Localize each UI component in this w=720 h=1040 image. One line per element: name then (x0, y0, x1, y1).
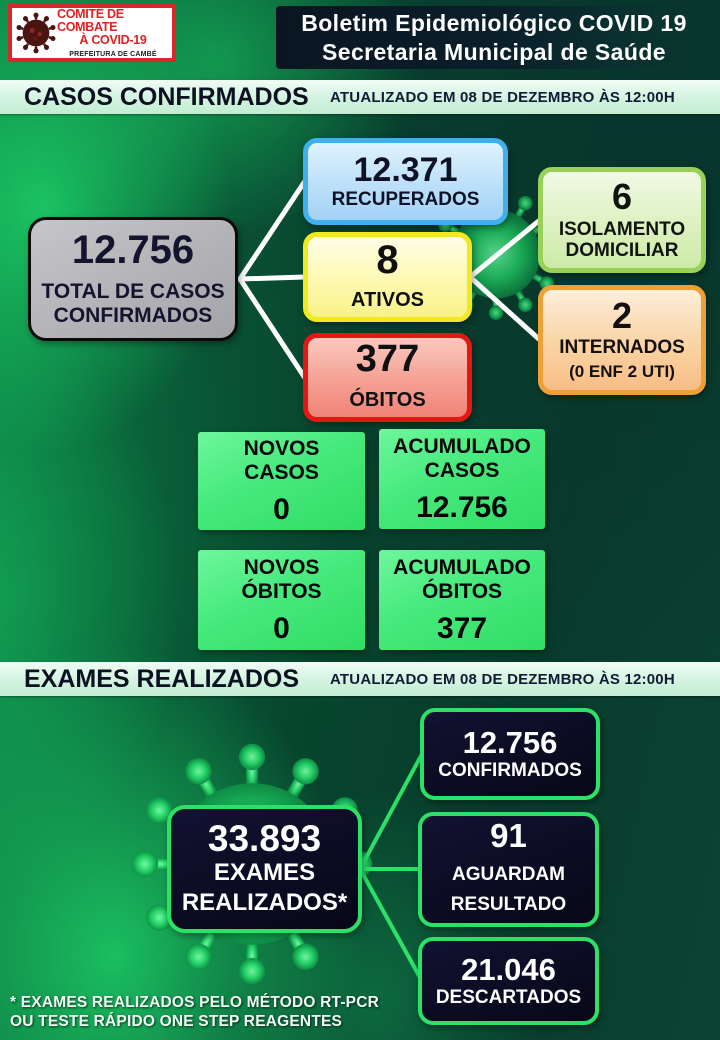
total-cases-card: 12.756 TOTAL DE CASOS CONFIRMADOS (28, 217, 238, 341)
accumulated-cases-value: 12.756 (416, 490, 508, 524)
accumulated-deaths-value: 377 (436, 611, 488, 645)
exams-awaiting-label-line1: AGUARDAM (452, 863, 565, 885)
exams-discarded-card: 21.046 DESCARTADOS (418, 937, 599, 1025)
deaths-label: ÓBITOS (349, 388, 426, 411)
accumulated-deaths-label-line2: ÓBITOS (421, 580, 503, 603)
total-cases-label-line2: CONFIRMADOS (53, 304, 213, 327)
exams-total-label-line2: REALIZADOS* (181, 889, 348, 917)
active-label: ATIVOS (351, 288, 424, 311)
new-deaths-label-line1: NOVOS (243, 556, 320, 580)
home-isolation-label-line1: ISOLAMENTO (558, 218, 686, 240)
exams-section-header: EXAMES REALIZADOS ATUALIZADO EM 08 DE DE… (0, 662, 720, 696)
cases-updated-timestamp: ATUALIZADO EM 08 DE DEZEMBRO ÀS 12:00H (330, 88, 675, 106)
committee-logo: COMITÊ DE COMBATE À COVID-19 PREFEITURA … (8, 4, 176, 62)
new-deaths-card: NOVOS ÓBITOS 0 (198, 550, 365, 650)
new-cases-label-line1: NOVOS (243, 437, 320, 461)
home-isolation-label-line2: DOMICILIAR (565, 240, 679, 261)
accumulated-deaths-card: ACUMULADO ÓBITOS 377 (379, 550, 545, 650)
new-cases-card: NOVOS CASOS 0 (198, 432, 365, 530)
hospitalized-detail: (0 ENF 2 UTI) (569, 362, 675, 382)
exams-footnote-line2: OU TESTE RÁPIDO ONE STEP REAGENTES (10, 1012, 343, 1030)
logo-committee-line1: COMITÊ DE COMBATE (57, 7, 124, 35)
total-cases-label-line1: TOTAL DE CASOS (41, 280, 225, 304)
accumulated-cases-label-line2: CASOS (424, 459, 500, 482)
deaths-card: 377 ÓBITOS (303, 333, 472, 422)
exams-total-label-line1: EXAMES (213, 859, 316, 887)
deaths-value: 377 (355, 338, 420, 380)
cases-heading: CASOS CONFIRMADOS (24, 82, 309, 111)
new-deaths-label-line2: ÓBITOS (241, 580, 322, 603)
accumulated-cases-label-line1: ACUMULADO (393, 435, 531, 459)
new-cases-label-line2: CASOS (244, 461, 319, 484)
total-cases-value: 12.756 (71, 228, 195, 273)
new-deaths-value: 0 (273, 611, 290, 645)
recovered-label: RECUPERADOS (331, 188, 480, 210)
logo-committee-line2: À COVID-19 (79, 33, 147, 48)
exams-heading: EXAMES REALIZADOS (24, 664, 300, 693)
exams-footnote: * EXAMES REALIZADOS PELO MÉTODO RT-PCR O… (10, 994, 379, 1032)
exams-awaiting-card: 91 AGUARDAM RESULTADO (418, 812, 599, 927)
bulletin-title-line1: Boletim Epidemiológico COVID 19 (301, 9, 687, 36)
virus-icon (15, 12, 57, 54)
recovered-value: 12.371 (353, 150, 458, 189)
bulletin-title-line2: Secretaria Municipal de Saúde (322, 38, 666, 65)
exams-total-card: 33.893 EXAMES REALIZADOS* (167, 805, 362, 933)
exams-confirmed-value: 12.756 (462, 725, 558, 761)
exams-footnote-line1: * EXAMES REALIZADOS PELO MÉTODO RT-PCR (10, 994, 380, 1011)
hospitalized-card: 2 INTERNADOS (0 ENF 2 UTI) (538, 285, 706, 395)
active-card: 8 ATIVOS (303, 232, 472, 322)
accumulated-cases-card: ACUMULADO CASOS 12.756 (379, 429, 545, 529)
home-isolation-card: 6 ISOLAMENTO DOMICILIAR (538, 167, 706, 273)
bulletin-title-bar: Boletim Epidemiológico COVID 19 Secretar… (276, 6, 712, 69)
exams-total-value: 33.893 (207, 817, 322, 859)
home-isolation-value: 6 (611, 175, 633, 217)
logo-municipality: PREFEITURA DE CAMBÉ (69, 50, 157, 58)
exams-discarded-label: DESCARTADOS (435, 987, 582, 1009)
accumulated-deaths-label-line1: ACUMULADO (393, 556, 531, 580)
exams-awaiting-value: 91 (490, 816, 527, 854)
cases-section-header: CASOS CONFIRMADOS ATUALIZADO EM 08 DE DE… (0, 80, 720, 114)
hospitalized-value: 2 (611, 294, 633, 336)
recovered-card: 12.371 RECUPERADOS (303, 138, 508, 225)
exams-updated-timestamp: ATUALIZADO EM 08 DE DEZEMBRO ÀS 12:00H (330, 670, 675, 688)
active-value: 8 (376, 238, 399, 282)
exams-awaiting-label-line2: RESULTADO (450, 894, 567, 915)
logo-text: COMITÊ DE COMBATE À COVID-19 PREFEITURA … (57, 8, 169, 58)
exams-confirmed-label: CONFIRMADOS (438, 760, 582, 782)
exams-confirmed-card: 12.756 CONFIRMADOS (420, 708, 600, 800)
exams-discarded-value: 21.046 (461, 952, 556, 988)
hospitalized-label: INTERNADOS (559, 336, 685, 358)
new-cases-value: 0 (273, 492, 290, 526)
